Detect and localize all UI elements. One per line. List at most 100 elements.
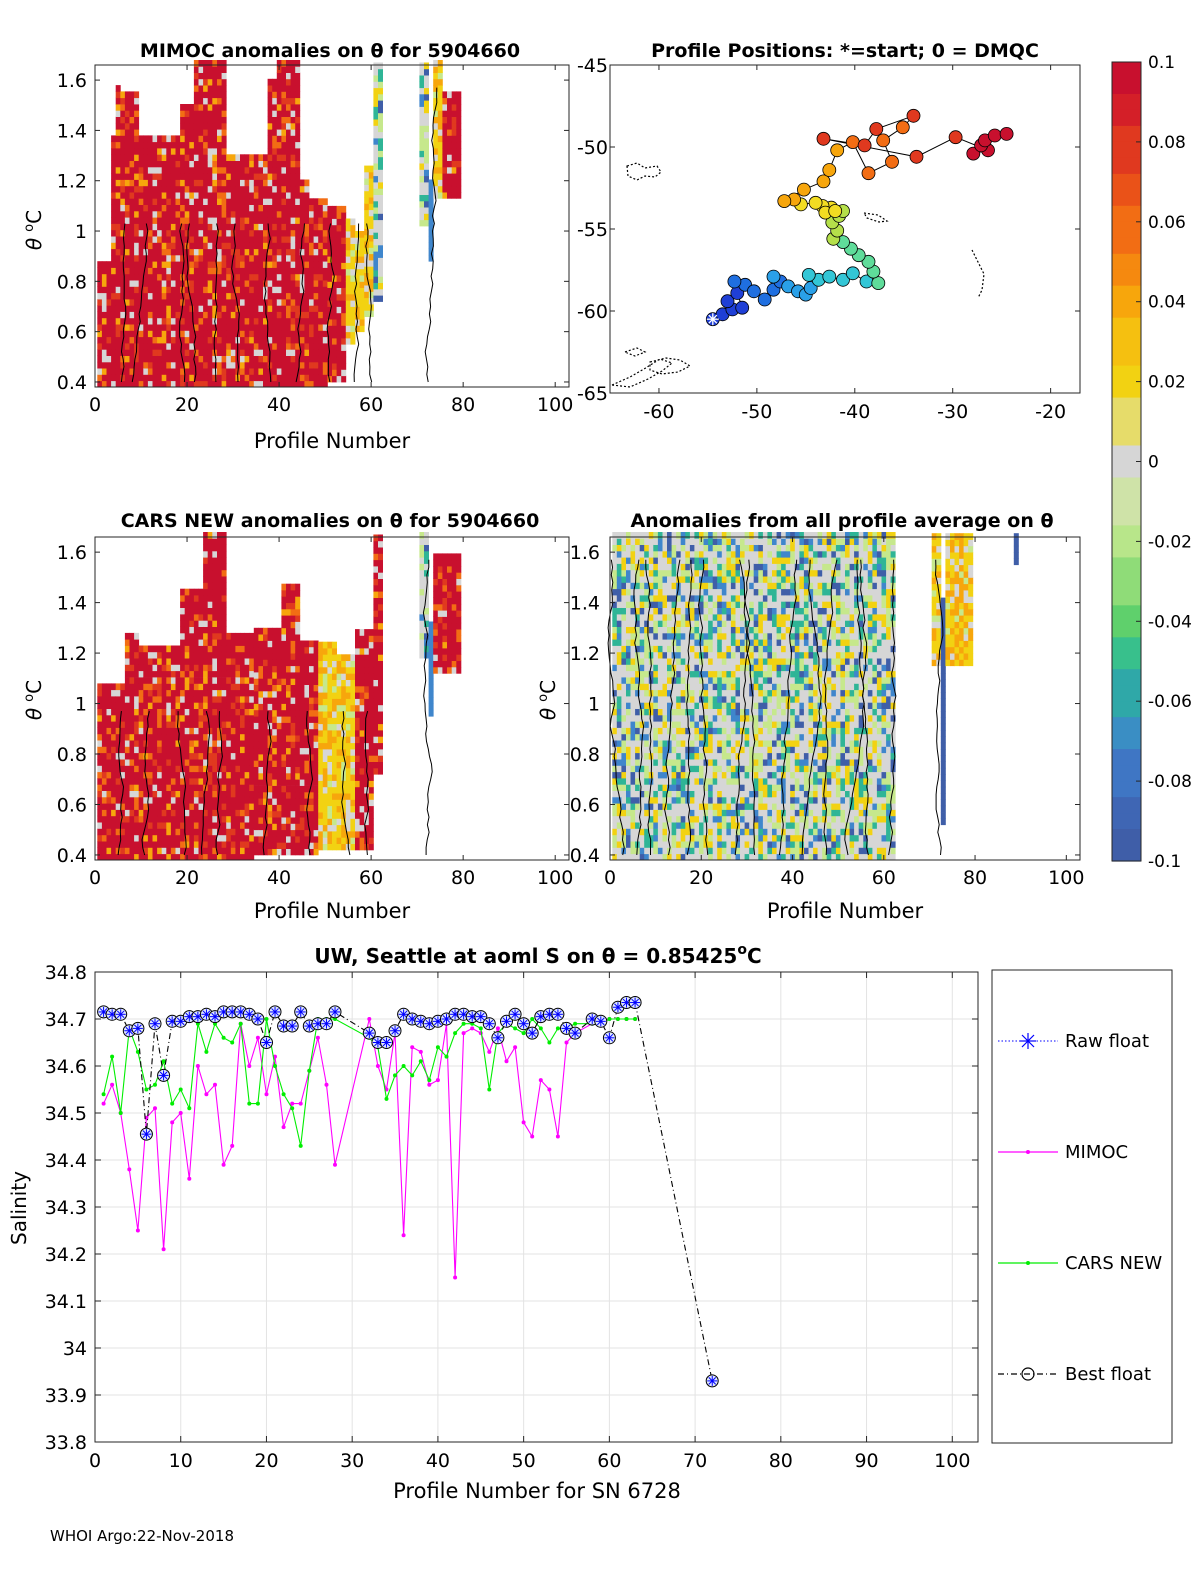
heatmap-cell <box>368 234 374 242</box>
heatmap-cell <box>299 380 305 388</box>
heatmap-cell <box>313 735 319 742</box>
heatmap-cell <box>253 754 259 761</box>
heatmap-cell <box>226 273 232 281</box>
heatmap-cell <box>134 658 140 665</box>
heatmap-cell <box>267 154 273 161</box>
heatmap-cell <box>290 179 296 187</box>
heatmap-cell <box>258 368 264 375</box>
heatmap-cell <box>318 305 324 312</box>
heatmap-cell <box>193 336 199 344</box>
heatmap-cell <box>355 812 360 819</box>
heatmap-cell <box>267 324 273 331</box>
heatmap-cell <box>189 664 195 672</box>
heatmap-cell <box>295 754 301 761</box>
heatmap-cell <box>240 305 245 312</box>
heatmap-cell <box>299 223 305 231</box>
heatmap-cell <box>212 532 218 539</box>
heatmap-cell <box>272 179 278 187</box>
heatmap-cell <box>184 765 190 773</box>
heatmap-cell <box>327 648 333 655</box>
heatmap-cell <box>276 703 282 711</box>
heatmap-cell <box>124 286 130 294</box>
heatmap-cell <box>212 204 218 212</box>
heatmap-cell <box>341 704 347 712</box>
heatmap-cell <box>350 824 356 832</box>
heatmap-cell <box>244 677 250 684</box>
heatmap-cell <box>143 847 149 855</box>
heatmap-cell <box>272 627 278 635</box>
heatmap-cell <box>272 173 278 180</box>
heatmap-cell <box>276 78 282 86</box>
heatmap-cell <box>309 653 314 660</box>
heatmap-cell <box>193 645 199 653</box>
heatmap-cell <box>129 355 135 363</box>
heatmap-cell <box>437 179 443 187</box>
heatmap-cell <box>368 171 374 179</box>
heatmap-cell <box>424 131 429 139</box>
heatmap-cell <box>258 627 264 635</box>
heatmap-cell <box>203 620 209 627</box>
heatmap-cell <box>267 267 273 275</box>
heatmap-cell <box>120 242 126 250</box>
heatmap-cell <box>138 317 144 325</box>
heatmap-cell <box>327 818 333 826</box>
heatmap-cell <box>373 238 379 246</box>
heatmap-cell <box>295 299 301 306</box>
heatmap-cell <box>221 803 227 810</box>
heatmap-cell <box>240 154 245 161</box>
heatmap-cell <box>217 336 222 344</box>
heatmap-cell <box>170 841 176 848</box>
heatmap-cell <box>207 626 213 634</box>
heatmap-cell <box>309 242 314 250</box>
heatmap-cell <box>111 815 117 823</box>
heatmap-cell <box>249 696 255 703</box>
heatmap-cell <box>221 66 227 73</box>
heatmap-cell <box>299 192 305 199</box>
heatmap-cell <box>207 204 213 212</box>
heatmap-cell <box>350 761 356 769</box>
heatmap-cell <box>198 116 204 124</box>
heatmap-cell <box>286 646 291 654</box>
heatmap-cell <box>134 217 140 224</box>
heatmap-cell <box>212 305 218 312</box>
heatmap-cell <box>124 299 130 306</box>
heatmap-cell <box>134 91 140 99</box>
heatmap-cell <box>203 349 209 356</box>
heatmap-cell <box>424 163 429 170</box>
heatmap-cell <box>253 766 259 774</box>
heatmap-cell <box>364 228 370 236</box>
heatmap-cell <box>240 803 245 810</box>
heatmap-cell <box>203 305 209 312</box>
heatmap-cell <box>350 704 356 712</box>
heatmap-cell <box>175 292 181 300</box>
heatmap-cell <box>193 292 199 300</box>
heatmap-cell <box>258 703 264 711</box>
heatmap-cell <box>419 188 425 195</box>
heatmap-cell <box>304 798 310 805</box>
heatmap-cell <box>258 248 264 256</box>
heatmap-cell <box>207 689 213 697</box>
heatmap-cell <box>332 281 337 288</box>
heatmap-cell <box>295 154 301 161</box>
heatmap-cell <box>249 349 255 356</box>
heatmap-cell <box>221 217 227 224</box>
heatmap-cell <box>258 728 264 736</box>
heatmap-cell <box>226 778 232 785</box>
heatmap-cell <box>290 634 296 641</box>
heatmap-cell <box>341 742 347 750</box>
heatmap-cell <box>147 280 153 287</box>
heatmap-cell <box>437 97 443 105</box>
heatmap-cell <box>428 217 434 224</box>
heatmap-cell <box>203 229 209 237</box>
y-tick-label: 1.2 <box>57 171 87 193</box>
heatmap-cell <box>309 791 314 799</box>
heatmap-cell <box>212 160 218 168</box>
heatmap-cell <box>364 165 370 173</box>
heatmap-cell <box>286 374 291 382</box>
heatmap-cell <box>152 361 158 369</box>
heatmap-cell <box>322 736 328 744</box>
heatmap-cell <box>249 670 255 678</box>
heatmap-cell <box>437 173 443 180</box>
heatmap-cell <box>290 772 296 780</box>
